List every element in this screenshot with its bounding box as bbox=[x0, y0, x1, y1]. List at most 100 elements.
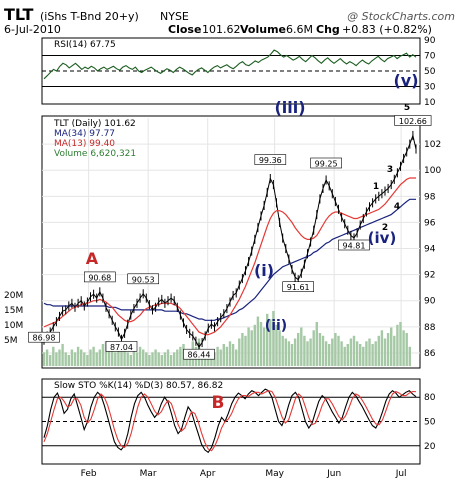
svg-text:91.61: 91.61 bbox=[287, 283, 310, 292]
volume-bar bbox=[380, 330, 384, 367]
volume-bar bbox=[405, 333, 408, 366]
close-value: 101.62 bbox=[202, 23, 241, 36]
volume-bar bbox=[355, 341, 359, 367]
volume-bar bbox=[228, 341, 232, 367]
price-tick-label: 90 bbox=[424, 297, 436, 307]
volume-bar bbox=[138, 346, 142, 367]
volume-bar bbox=[154, 349, 157, 366]
volume-bar bbox=[160, 355, 163, 366]
volume-bar bbox=[321, 335, 325, 367]
volume-bar bbox=[61, 344, 64, 366]
volume-bar bbox=[309, 338, 312, 366]
volume-bar bbox=[238, 338, 241, 366]
volume-label: Volume bbox=[240, 23, 286, 36]
month-tick-label: Feb bbox=[81, 469, 97, 479]
volume-bar bbox=[306, 341, 309, 367]
rsi-tick-label: 10 bbox=[424, 98, 436, 108]
volume-bar bbox=[287, 341, 291, 367]
volume-bar bbox=[303, 335, 306, 367]
volume-bar bbox=[86, 355, 89, 366]
rsi-tick-label: 30 bbox=[424, 83, 436, 93]
volume-bar bbox=[244, 335, 247, 367]
price-label: 87.04 bbox=[105, 341, 138, 352]
volume-bar bbox=[145, 352, 148, 367]
month-tick-label: Mar bbox=[140, 469, 157, 479]
stochastic-d-line bbox=[43, 390, 417, 452]
volume-bar bbox=[179, 346, 182, 367]
volume-bar bbox=[278, 330, 281, 367]
security-name: (iShs T-Bnd 20+y) bbox=[40, 10, 139, 23]
volume-bar bbox=[402, 330, 405, 367]
wave-annotation: (i) bbox=[254, 261, 274, 280]
volume-bar bbox=[173, 352, 176, 367]
volume-bar bbox=[207, 355, 210, 366]
month-tick-label: Jul bbox=[395, 469, 407, 479]
volume-tick-label: 10M bbox=[4, 321, 23, 331]
ticker-title: TLT bbox=[4, 5, 33, 24]
svg-text:90.68: 90.68 bbox=[88, 273, 111, 282]
volume-bar bbox=[49, 355, 52, 366]
volume-bar bbox=[346, 344, 349, 366]
volume-bar bbox=[95, 352, 98, 367]
date-label: 6-Jul-2010 bbox=[4, 23, 61, 36]
volume-bar bbox=[92, 346, 95, 367]
svg-text:86.98: 86.98 bbox=[33, 334, 56, 343]
price-label: 86.44 bbox=[183, 348, 215, 360]
price-label: 99.36 bbox=[254, 154, 287, 165]
volume-bar bbox=[176, 349, 179, 366]
volume-bar bbox=[275, 324, 278, 367]
svg-text:86.44: 86.44 bbox=[188, 351, 211, 360]
price-label: 90.53 bbox=[127, 273, 159, 284]
volume-bar bbox=[324, 341, 328, 367]
volume-bar bbox=[151, 352, 154, 367]
chg-value: +0.83 (+0.82%) bbox=[342, 23, 432, 36]
price-label: 102.66 bbox=[394, 115, 432, 126]
rsi-legend: RSI(14) 67.75 bbox=[54, 40, 116, 50]
price-tick-label: 86 bbox=[424, 349, 436, 359]
volume-tick-label: 20M bbox=[4, 291, 23, 301]
volume-bar bbox=[393, 335, 396, 367]
volume-bar bbox=[126, 352, 129, 367]
rsi-tick-label: 50 bbox=[424, 67, 436, 77]
volume-bar bbox=[318, 333, 322, 366]
price-label: 94.81 bbox=[338, 239, 370, 251]
volume-bar bbox=[120, 344, 123, 366]
volume-bar bbox=[104, 341, 108, 367]
volume-bar bbox=[290, 344, 294, 366]
volume-bar bbox=[284, 338, 287, 366]
wave-annotation: (iii) bbox=[274, 98, 305, 117]
volume-bar bbox=[216, 346, 219, 367]
rsi-tick-label: 70 bbox=[424, 52, 436, 62]
volume-bar bbox=[241, 333, 244, 366]
volume-bar bbox=[377, 335, 380, 367]
ma13-legend: MA(13) 99.40 bbox=[54, 139, 115, 149]
volume-bar bbox=[163, 352, 167, 367]
volume-bar bbox=[166, 349, 170, 366]
volume-tick-label: 15M bbox=[4, 306, 23, 316]
wave-annotation: 2 bbox=[382, 223, 388, 233]
volume-bar bbox=[399, 322, 402, 366]
wave-annotation: (iv) bbox=[368, 229, 397, 247]
volume-bar bbox=[148, 355, 151, 366]
volume-bar bbox=[98, 349, 101, 366]
exchange-label: NYSE bbox=[160, 10, 189, 23]
stochastic-annotation: B bbox=[212, 393, 225, 413]
volume-bar bbox=[297, 333, 300, 366]
wave-annotation: 1 bbox=[373, 182, 379, 192]
volume-bar bbox=[169, 355, 173, 366]
volume-bar bbox=[343, 346, 346, 367]
volume-bar bbox=[73, 352, 77, 367]
volume-bar bbox=[250, 330, 253, 367]
volume-bar bbox=[293, 338, 297, 366]
volume-bar bbox=[70, 349, 74, 366]
stochastic-tick-label: 50 bbox=[424, 418, 436, 428]
volume-bar bbox=[371, 344, 374, 366]
volume-bar bbox=[64, 352, 67, 367]
svg-text:99.36: 99.36 bbox=[259, 156, 282, 165]
volume-bar bbox=[58, 349, 61, 366]
price-tick-label: 102 bbox=[424, 140, 441, 150]
price-tick-label: 98 bbox=[424, 192, 436, 202]
ma34-legend: MA(34) 97.77 bbox=[54, 129, 115, 139]
stochastic-k-line bbox=[43, 388, 417, 454]
